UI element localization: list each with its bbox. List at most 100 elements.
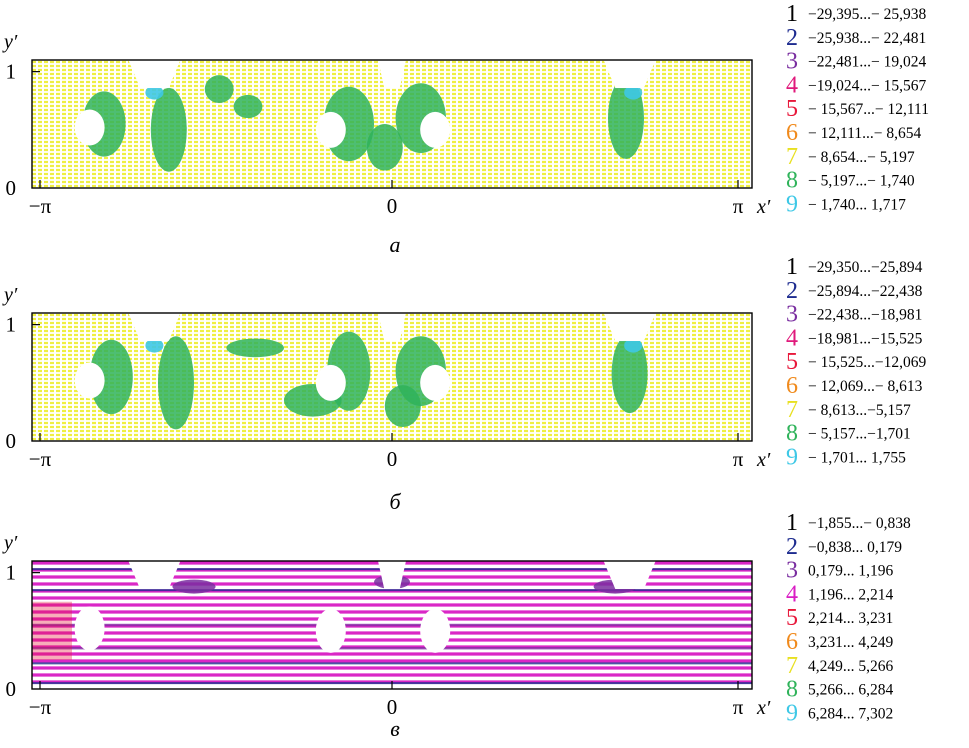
legend-number: 8: [786, 421, 798, 447]
x-axis-label: x′: [756, 196, 771, 218]
legend-range: −25,894...−22,438: [808, 283, 923, 300]
inclusion: [420, 608, 451, 653]
legend-number: 8: [786, 168, 798, 194]
legend-number: 2: [786, 25, 798, 51]
top-notch: [603, 313, 656, 341]
legend-range: −1,855...− 0,838: [808, 515, 911, 532]
cyan-spot: [624, 85, 643, 100]
cyan-spot: [145, 85, 164, 100]
inclusion: [420, 111, 451, 148]
inclusion: [74, 606, 105, 651]
panel-1: −π 0 π 1 0 y′ x′ а 1 −29,395...− 25,938 2 −25,938..…: [2, 1, 929, 257]
panel-3: −π 0 π 1 0 y′ x′ в 1 −1,855...− 0,838 2 −0,838... 0…: [2, 510, 911, 741]
x-tick-label: −π: [29, 194, 52, 218]
x-tick-label: π: [733, 194, 744, 218]
legend-number: 7: [786, 397, 798, 423]
legend-number: 4: [786, 581, 798, 607]
inclusion: [315, 364, 346, 401]
legend-number: 6: [786, 120, 798, 146]
y-tick-label: 1: [6, 561, 17, 585]
legend-range: −29,395...− 25,938: [808, 6, 926, 23]
legend-number: 5: [786, 605, 798, 631]
top-notch: [378, 60, 406, 88]
legend-range: 0,179... 1,196: [808, 563, 894, 580]
legend-number: 5: [786, 349, 798, 375]
y-axis-label: y′: [2, 284, 18, 306]
inclusion: [420, 364, 451, 401]
legend-range: 6,284... 7,302: [808, 705, 893, 722]
y-tick-label: 0: [6, 176, 17, 200]
x-tick-label: 0: [387, 194, 398, 218]
legend-range: −29,350...−25,894: [808, 259, 923, 276]
x-axis-label: x′: [756, 697, 771, 719]
inclusion: [315, 608, 346, 653]
heatmap-area: [32, 313, 752, 441]
heatmap-area: [32, 561, 752, 689]
heatmap-area: [32, 60, 752, 188]
panel-2: −π 0 π 1 0 y′ x′ б 1 −29,350...−25,894 2 −25,894...…: [2, 254, 926, 514]
legend-number: 2: [786, 278, 798, 304]
legend-range: − 5,197...− 1,740: [808, 173, 915, 190]
legend-range: − 15,525...−12,069: [808, 354, 926, 371]
patch-region: [233, 94, 263, 119]
legend-range: − 5,157...−1,701: [808, 426, 911, 443]
patch-region: [172, 579, 216, 594]
legend-range: −19,024...− 15,567: [808, 77, 926, 94]
top-notch: [128, 60, 181, 88]
top-notch: [378, 561, 406, 589]
panel-label: а: [390, 232, 401, 257]
patch-region: [226, 338, 284, 358]
legend-number: 9: [786, 700, 798, 726]
legend-number: 2: [786, 534, 798, 560]
patch-region: [204, 75, 234, 104]
legend-range: 1,196... 2,214: [808, 586, 894, 603]
panel-label: б: [389, 489, 401, 514]
legend-number: 5: [786, 96, 798, 122]
top-notch: [378, 313, 406, 341]
x-tick-label: −π: [29, 447, 52, 471]
x-tick-label: 0: [387, 447, 398, 471]
legend-number: 7: [786, 653, 798, 679]
legend-number: 6: [786, 373, 798, 399]
legend-number: 6: [786, 629, 798, 655]
y-axis-label: y′: [2, 532, 18, 554]
patch-region: [366, 123, 403, 171]
patch-region: [150, 87, 187, 172]
y-tick-label: 1: [6, 313, 17, 337]
legend: 1 −29,350...−25,894 2 −25,894...−22,438 3 −22…: [786, 254, 926, 470]
legend-range: −25,938...− 22,481: [808, 30, 926, 47]
legend-number: 9: [786, 444, 798, 470]
legend-number: 1: [786, 1, 798, 27]
patch-region: [384, 385, 421, 428]
legend-range: 3,231... 4,249: [808, 634, 894, 651]
patch-region: [158, 336, 194, 430]
legend-number: 3: [786, 558, 798, 584]
red-region: [32, 601, 72, 660]
top-notch: [128, 313, 181, 341]
inclusion: [74, 362, 105, 399]
patch-region: [611, 333, 648, 414]
legend-number: 7: [786, 144, 798, 170]
cyan-spot: [145, 338, 164, 353]
legend-range: − 12,111...− 8,654: [808, 125, 921, 142]
legend-number: 1: [786, 254, 798, 280]
x-tick-label: π: [733, 447, 744, 471]
legend-range: − 12,069...− 8,613: [808, 378, 923, 395]
legend-range: − 8,654...− 5,197: [808, 149, 915, 166]
top-notch: [128, 561, 181, 589]
legend-number: 3: [786, 49, 798, 75]
legend-number: 3: [786, 302, 798, 328]
legend-range: 2,214... 3,231: [808, 610, 893, 627]
legend: 1 −1,855...− 0,838 2 −0,838... 0,179 3 0,179.…: [786, 510, 911, 726]
x-tick-label: −π: [29, 695, 52, 719]
legend-range: −22,481...− 19,024: [808, 54, 926, 71]
legend-number: 4: [786, 325, 798, 351]
legend-range: − 8,613...−5,157: [808, 402, 911, 419]
x-axis-label: x′: [756, 449, 771, 471]
patch-region: [89, 339, 133, 415]
y-tick-label: 1: [6, 60, 17, 84]
y-tick-label: 0: [6, 677, 17, 701]
legend-number: 8: [786, 677, 798, 703]
top-notch: [603, 60, 656, 88]
